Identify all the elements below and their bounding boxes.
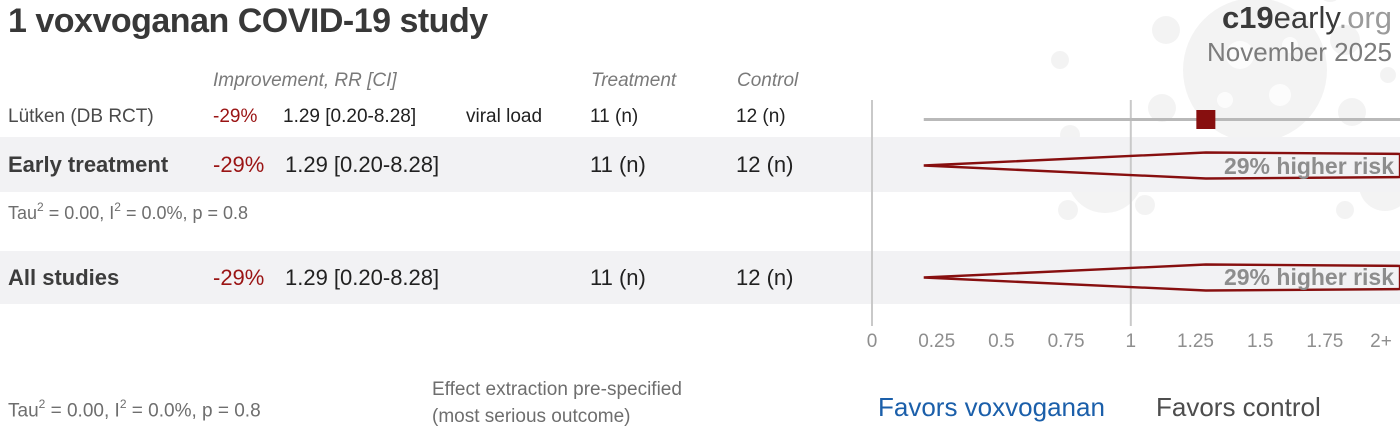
brand-bold: c19 [1221, 0, 1274, 35]
all-studies-treatment-n: 11 (n) [590, 265, 646, 290]
page-title: 1 voxvoganan COVID-19 study [8, 2, 488, 40]
axis-tick-label: 1.5 [1246, 331, 1274, 352]
all-studies-row-band [0, 251, 1400, 304]
axis-tick-label: 2+ [1370, 331, 1392, 352]
study-outcome: viral load [466, 106, 543, 127]
column-header-control: Control [737, 70, 799, 91]
column-header-treatment: Treatment [591, 70, 677, 91]
favors-treatment-label: Favors voxvoganan [878, 392, 1105, 422]
early-treatment-label: Early treatment [8, 152, 169, 177]
axis-tick-label: 0.5 [988, 331, 1015, 352]
early-treatment-improvement: -29% [213, 152, 265, 177]
axis-tick-label: 1.75 [1306, 331, 1344, 352]
effect-extraction-note: Effect extraction pre-specified (most ser… [432, 379, 682, 427]
axis-tick-label: 1 [1125, 331, 1137, 352]
early-treatment-control-n: 12 (n) [736, 152, 794, 177]
axis-tick-label: 1.25 [1177, 331, 1214, 352]
brand-suffix: .org [1338, 0, 1392, 35]
early-treatment-rr-ci: 1.29 [0.20-8.28] [285, 152, 440, 177]
all-studies-rr-ci: 1.29 [0.20-8.28] [285, 265, 440, 290]
study-name: Lütken (DB RCT) [8, 106, 154, 127]
brand-link[interactable]: c19early.org [1222, 0, 1392, 36]
study-treatment-n: 11 (n) [590, 106, 639, 127]
early-treatment-treatment-n: 11 (n) [590, 152, 646, 177]
all-studies-risk-annotation: 29% higher risk [1223, 264, 1394, 290]
axis-tick-label: 0.25 [918, 331, 956, 352]
all-studies-improvement: -29% [213, 265, 265, 290]
early-treatment-risk-annotation: 29% higher risk [1223, 153, 1394, 179]
axis-tick-label: 0.75 [1047, 331, 1085, 352]
all-studies-label: All studies [8, 265, 120, 290]
study-rr-ci: 1.29 [0.20-8.28] [283, 106, 417, 127]
axis-tick-label: 0 [866, 331, 878, 352]
heterogeneity-stats-footer: Tau2 = 0.00, I2 = 0.0%, p = 0.8 [8, 397, 261, 422]
all-studies-control-n: 12 (n) [736, 265, 794, 290]
report-date: November 2025 [1207, 37, 1392, 67]
favors-control-label: Favors control [1156, 392, 1321, 422]
early-treatment-row-band [0, 137, 1400, 192]
brand-rest: early [1273, 0, 1339, 35]
heterogeneity-stats-early: Tau2 = 0.00, I2 = 0.0%, p = 0.8 [8, 200, 249, 223]
study-improvement: -29% [213, 106, 258, 127]
column-header-improvement: Improvement, RR [CI] [213, 70, 397, 91]
study-control-n: 12 (n) [736, 106, 786, 127]
point-estimate-square [1196, 110, 1216, 129]
